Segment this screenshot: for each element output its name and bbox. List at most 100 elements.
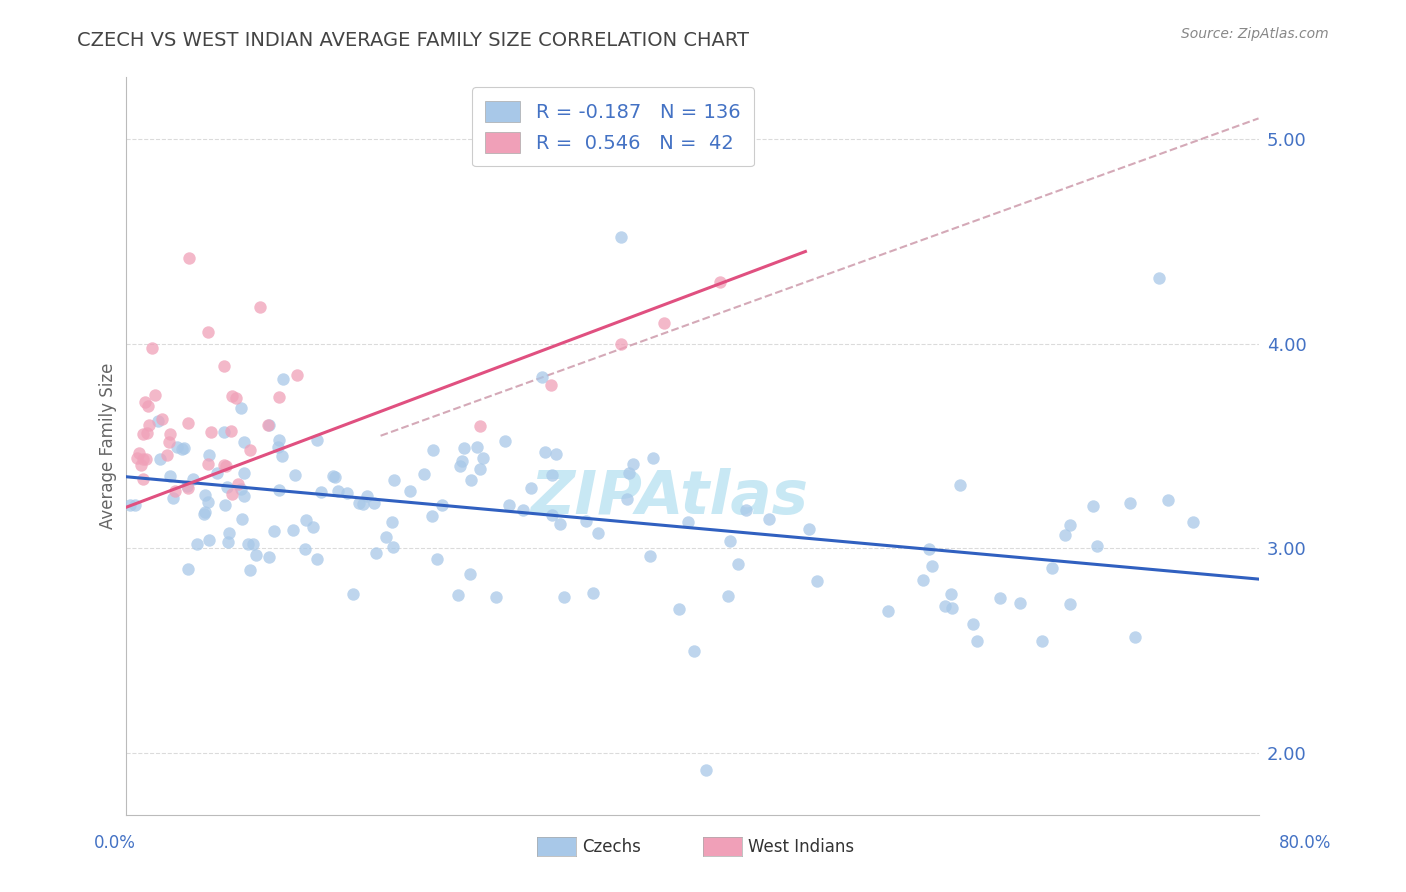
- Point: [215, 480, 238, 494]
- Point: [193, 508, 215, 522]
- Point: [157, 434, 180, 449]
- Point: [257, 418, 280, 433]
- Text: West Indians: West Indians: [748, 838, 853, 856]
- Point: [150, 412, 173, 426]
- Point: [988, 591, 1011, 606]
- Point: [271, 449, 294, 463]
- Point: [197, 458, 219, 472]
- Point: [531, 370, 554, 384]
- Point: [458, 566, 481, 581]
- Point: [197, 494, 219, 508]
- Point: [305, 551, 328, 566]
- Point: [918, 541, 941, 556]
- Point: [643, 451, 665, 466]
- Point: [263, 524, 285, 539]
- Point: [381, 515, 404, 529]
- Point: [221, 389, 243, 403]
- Point: [352, 497, 374, 511]
- Point: [586, 526, 609, 541]
- Point: [135, 451, 157, 466]
- Point: [176, 562, 198, 576]
- Point: [295, 513, 318, 527]
- Text: ZIPAtlas: ZIPAtlas: [530, 468, 808, 527]
- Point: [176, 416, 198, 430]
- Point: [233, 467, 256, 481]
- Point: [420, 509, 443, 524]
- Point: [159, 468, 181, 483]
- Point: [131, 452, 153, 467]
- Point: [217, 535, 239, 549]
- Point: [382, 473, 405, 487]
- Point: [758, 512, 780, 526]
- Point: [128, 446, 150, 460]
- Point: [941, 601, 963, 615]
- Point: [138, 418, 160, 433]
- Point: [449, 458, 471, 473]
- Point: [470, 462, 492, 476]
- Point: [1059, 517, 1081, 532]
- Point: [541, 508, 564, 523]
- Point: [181, 472, 204, 486]
- Text: Czechs: Czechs: [582, 838, 641, 856]
- Point: [1149, 271, 1171, 285]
- Point: [173, 441, 195, 455]
- Text: 0.0%: 0.0%: [94, 834, 136, 852]
- Point: [271, 372, 294, 386]
- Point: [267, 483, 290, 497]
- Point: [228, 477, 250, 491]
- Legend: R = -0.187   N = 136, R =  0.546   N =  42: R = -0.187 N = 136, R = 0.546 N = 42: [471, 87, 754, 167]
- Point: [934, 599, 956, 613]
- Text: 80.0%: 80.0%: [1278, 834, 1331, 852]
- Point: [399, 484, 422, 499]
- Point: [540, 468, 562, 483]
- Point: [283, 523, 305, 537]
- Point: [302, 520, 325, 534]
- Point: [155, 448, 177, 462]
- Point: [294, 541, 316, 556]
- Point: [621, 457, 644, 471]
- Point: [962, 617, 984, 632]
- Point: [221, 487, 243, 501]
- Point: [695, 763, 717, 777]
- Point: [610, 230, 633, 244]
- Point: [949, 478, 972, 492]
- Point: [239, 442, 262, 457]
- Point: [125, 451, 148, 466]
- Point: [165, 483, 187, 498]
- Point: [640, 549, 662, 563]
- Point: [212, 425, 235, 440]
- Point: [232, 489, 254, 503]
- Point: [1053, 528, 1076, 542]
- Point: [356, 489, 378, 503]
- Point: [305, 433, 328, 447]
- Point: [544, 447, 567, 461]
- Point: [1119, 496, 1142, 510]
- Point: [225, 392, 247, 406]
- Point: [450, 453, 472, 467]
- Point: [194, 488, 217, 502]
- Point: [162, 491, 184, 505]
- Point: [212, 458, 235, 472]
- Point: [284, 467, 307, 482]
- Point: [136, 399, 159, 413]
- Point: [485, 590, 508, 604]
- Point: [179, 251, 201, 265]
- Point: [553, 590, 575, 604]
- Point: [447, 588, 470, 602]
- Point: [322, 469, 344, 483]
- Point: [136, 426, 159, 441]
- Point: [876, 604, 898, 618]
- Point: [799, 522, 821, 536]
- Point: [422, 442, 444, 457]
- Point: [172, 442, 194, 456]
- Point: [328, 483, 350, 498]
- Point: [426, 552, 449, 566]
- Point: [520, 481, 543, 495]
- Point: [267, 390, 290, 404]
- Point: [616, 491, 638, 506]
- Point: [194, 506, 217, 520]
- Point: [342, 587, 364, 601]
- Point: [214, 498, 236, 512]
- Text: CZECH VS WEST INDIAN AVERAGE FAMILY SIZE CORRELATION CHART: CZECH VS WEST INDIAN AVERAGE FAMILY SIZE…: [77, 31, 749, 50]
- Point: [494, 434, 516, 448]
